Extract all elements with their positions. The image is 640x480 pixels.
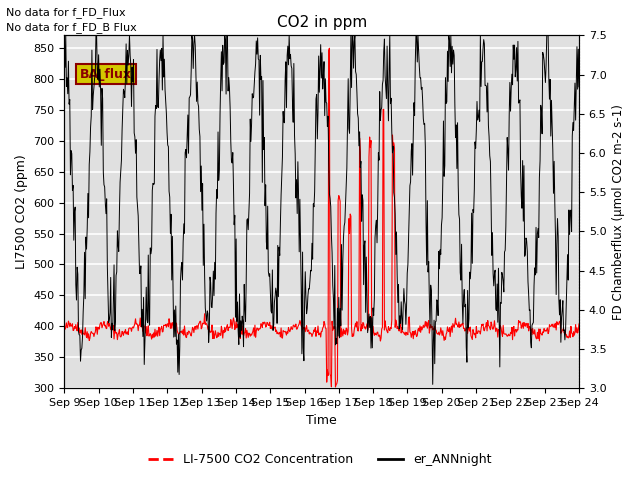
X-axis label: Time: Time [307,414,337,427]
Legend: LI-7500 CO2 Concentration, er_ANNnight: LI-7500 CO2 Concentration, er_ANNnight [143,448,497,471]
Text: No data for f_FD_B Flux: No data for f_FD_B Flux [6,22,137,33]
Text: BA_flux: BA_flux [80,68,132,81]
Y-axis label: LI7500 CO2 (ppm): LI7500 CO2 (ppm) [15,155,28,269]
Text: No data for f_FD_Flux: No data for f_FD_Flux [6,7,126,18]
Title: CO2 in ppm: CO2 in ppm [276,15,367,30]
Y-axis label: FD Chamberflux (μmol CO2 m-2 s-1): FD Chamberflux (μmol CO2 m-2 s-1) [612,104,625,320]
